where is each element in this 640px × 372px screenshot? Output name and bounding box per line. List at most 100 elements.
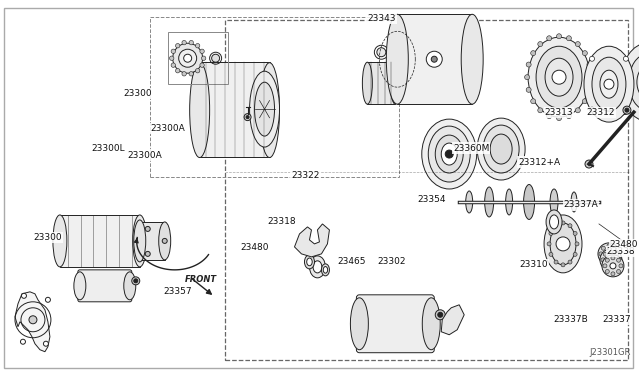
Ellipse shape: [422, 298, 440, 350]
Circle shape: [606, 251, 612, 257]
Circle shape: [132, 277, 140, 285]
Circle shape: [44, 341, 49, 346]
Circle shape: [184, 54, 191, 62]
Circle shape: [189, 41, 193, 45]
FancyBboxPatch shape: [78, 270, 132, 302]
Circle shape: [162, 238, 167, 243]
Circle shape: [625, 108, 629, 112]
Ellipse shape: [637, 66, 640, 98]
Circle shape: [445, 150, 453, 158]
Circle shape: [552, 70, 566, 84]
Circle shape: [573, 252, 577, 256]
Text: 23480: 23480: [610, 240, 638, 249]
Circle shape: [616, 258, 621, 262]
Circle shape: [589, 56, 595, 61]
Bar: [150, 17, 399, 177]
Text: 23337B: 23337B: [554, 315, 588, 324]
Text: 23300A: 23300A: [150, 124, 185, 132]
Text: 23337: 23337: [603, 315, 631, 324]
Circle shape: [22, 293, 26, 298]
Circle shape: [200, 63, 204, 67]
Ellipse shape: [307, 258, 312, 266]
Text: 23480: 23480: [240, 243, 269, 252]
Circle shape: [587, 62, 592, 67]
Ellipse shape: [484, 187, 493, 217]
Ellipse shape: [550, 189, 558, 215]
Circle shape: [554, 224, 558, 228]
Ellipse shape: [592, 57, 626, 111]
Circle shape: [623, 56, 628, 61]
Text: 23310: 23310: [520, 260, 548, 269]
Text: 23465: 23465: [337, 257, 365, 266]
Circle shape: [589, 75, 593, 80]
Ellipse shape: [441, 143, 457, 165]
Ellipse shape: [212, 54, 220, 62]
Circle shape: [526, 87, 531, 92]
Circle shape: [170, 56, 174, 60]
Circle shape: [607, 260, 611, 264]
Circle shape: [616, 269, 621, 273]
Text: 23318: 23318: [268, 218, 296, 227]
Circle shape: [189, 71, 193, 76]
Ellipse shape: [422, 119, 477, 189]
Circle shape: [566, 113, 572, 119]
Text: 23343: 23343: [367, 14, 396, 23]
Ellipse shape: [134, 220, 146, 262]
Circle shape: [575, 108, 580, 113]
Circle shape: [614, 97, 624, 107]
Circle shape: [195, 68, 200, 73]
Circle shape: [561, 221, 565, 225]
Ellipse shape: [362, 62, 372, 104]
Circle shape: [611, 272, 615, 276]
Circle shape: [575, 42, 580, 46]
Circle shape: [585, 160, 593, 168]
Ellipse shape: [546, 210, 562, 234]
Ellipse shape: [571, 192, 577, 212]
Ellipse shape: [179, 49, 196, 67]
Text: 23337A: 23337A: [564, 201, 598, 209]
Circle shape: [549, 252, 553, 256]
Bar: [367, 62, 396, 104]
Ellipse shape: [313, 261, 322, 273]
Circle shape: [589, 107, 595, 112]
Circle shape: [605, 258, 609, 262]
Circle shape: [615, 252, 619, 256]
Ellipse shape: [584, 46, 634, 122]
Ellipse shape: [305, 255, 314, 269]
Circle shape: [145, 251, 150, 256]
Circle shape: [557, 34, 561, 39]
Text: 23300L: 23300L: [91, 144, 125, 153]
Ellipse shape: [461, 14, 483, 104]
Ellipse shape: [466, 191, 473, 213]
Circle shape: [438, 312, 443, 317]
Circle shape: [175, 68, 180, 73]
Circle shape: [609, 266, 613, 270]
Ellipse shape: [435, 135, 463, 173]
Circle shape: [605, 269, 609, 273]
Ellipse shape: [621, 43, 640, 121]
Circle shape: [614, 263, 619, 267]
Circle shape: [609, 250, 613, 254]
Text: 23312+A: 23312+A: [518, 157, 560, 167]
Circle shape: [45, 297, 51, 302]
Circle shape: [617, 258, 621, 262]
Circle shape: [200, 49, 204, 54]
Ellipse shape: [250, 71, 280, 147]
Circle shape: [608, 257, 614, 263]
Circle shape: [171, 49, 175, 54]
Ellipse shape: [53, 215, 67, 267]
Circle shape: [202, 56, 206, 60]
Ellipse shape: [124, 272, 136, 300]
Ellipse shape: [506, 189, 513, 215]
Ellipse shape: [600, 70, 618, 98]
Circle shape: [171, 63, 175, 67]
Text: FRONT: FRONT: [185, 275, 217, 284]
Ellipse shape: [524, 185, 534, 219]
Circle shape: [556, 237, 570, 251]
Circle shape: [547, 113, 552, 119]
Ellipse shape: [602, 255, 624, 277]
Circle shape: [568, 260, 572, 264]
Bar: [60, 215, 140, 267]
Text: 23312: 23312: [587, 108, 615, 117]
Circle shape: [610, 263, 616, 269]
